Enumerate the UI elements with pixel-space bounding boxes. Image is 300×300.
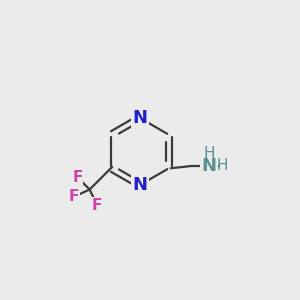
Text: F: F — [72, 170, 82, 185]
Text: H: H — [216, 158, 228, 173]
Text: F: F — [92, 198, 102, 213]
Text: N: N — [202, 157, 217, 175]
Text: N: N — [132, 176, 147, 194]
Text: F: F — [69, 189, 79, 204]
Text: H: H — [204, 146, 215, 161]
Text: N: N — [132, 109, 147, 127]
